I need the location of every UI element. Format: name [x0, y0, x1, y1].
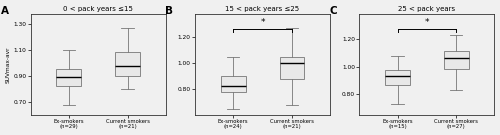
Y-axis label: SUVmax-avr: SUVmax-avr [6, 46, 10, 83]
PathPatch shape [385, 70, 410, 85]
PathPatch shape [444, 51, 468, 69]
Text: *: * [260, 18, 265, 27]
PathPatch shape [115, 52, 140, 76]
PathPatch shape [221, 76, 246, 92]
Text: *: * [424, 18, 429, 27]
Text: B: B [166, 6, 173, 16]
Title: 0 < pack years ≤15: 0 < pack years ≤15 [63, 6, 133, 12]
Text: C: C [330, 6, 337, 16]
Title: 25 < pack years: 25 < pack years [398, 6, 456, 12]
Title: 15 < pack years ≤25: 15 < pack years ≤25 [226, 6, 300, 12]
PathPatch shape [56, 69, 81, 86]
Text: A: A [1, 6, 9, 16]
PathPatch shape [280, 57, 304, 80]
